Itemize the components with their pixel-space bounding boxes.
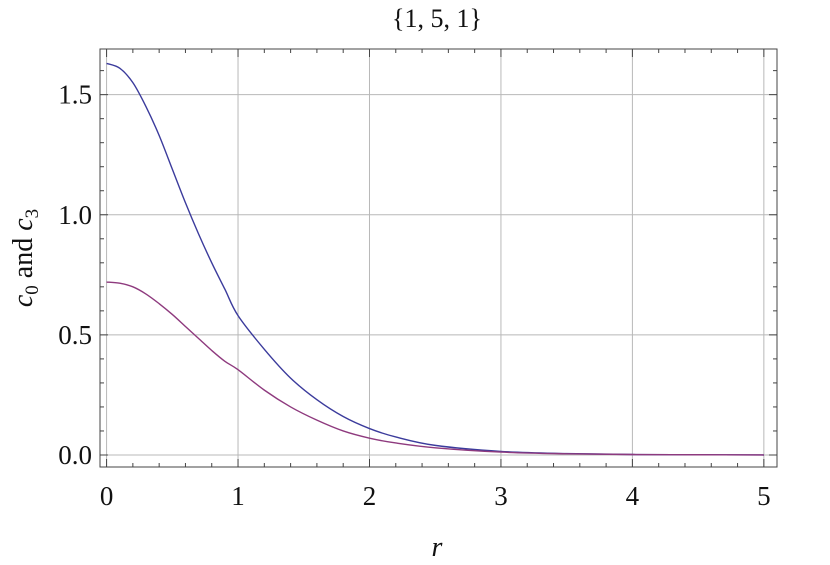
chart-title: {1, 5, 1}	[392, 4, 482, 33]
y-label-connector: and	[8, 231, 39, 285]
y-label-symbol: c	[8, 218, 39, 231]
y-tick-label: 1.0	[58, 200, 92, 230]
x-tick-label: 3	[494, 481, 508, 511]
x-axis-label: r	[432, 532, 443, 563]
y-tick-label: 0.0	[58, 440, 92, 470]
axis-ticks	[100, 49, 777, 467]
series-line-1	[106, 62, 764, 456]
x-tick-label: 1	[231, 481, 245, 511]
series-line-2	[106, 281, 764, 456]
x-tick-label: 5	[757, 481, 771, 511]
tick-labels: 0 1 2 3 4 5 0.0 0.5 1.0 1.5	[58, 80, 770, 511]
grid-lines	[100, 49, 777, 467]
y-axis-label: c0 and c3	[8, 209, 43, 307]
x-tick-label: 2	[363, 481, 377, 511]
y-label-symbol: c	[8, 294, 39, 307]
x-tick-label: 4	[626, 481, 640, 511]
y-tick-label: 1.5	[58, 80, 92, 110]
x-tick-label: 0	[100, 481, 114, 511]
y-label-subscript: 3	[22, 209, 43, 219]
series-lines	[106, 62, 764, 456]
plot-frame	[99, 48, 778, 468]
y-label-subscript: 0	[22, 285, 43, 295]
y-tick-label: 0.5	[58, 320, 92, 350]
